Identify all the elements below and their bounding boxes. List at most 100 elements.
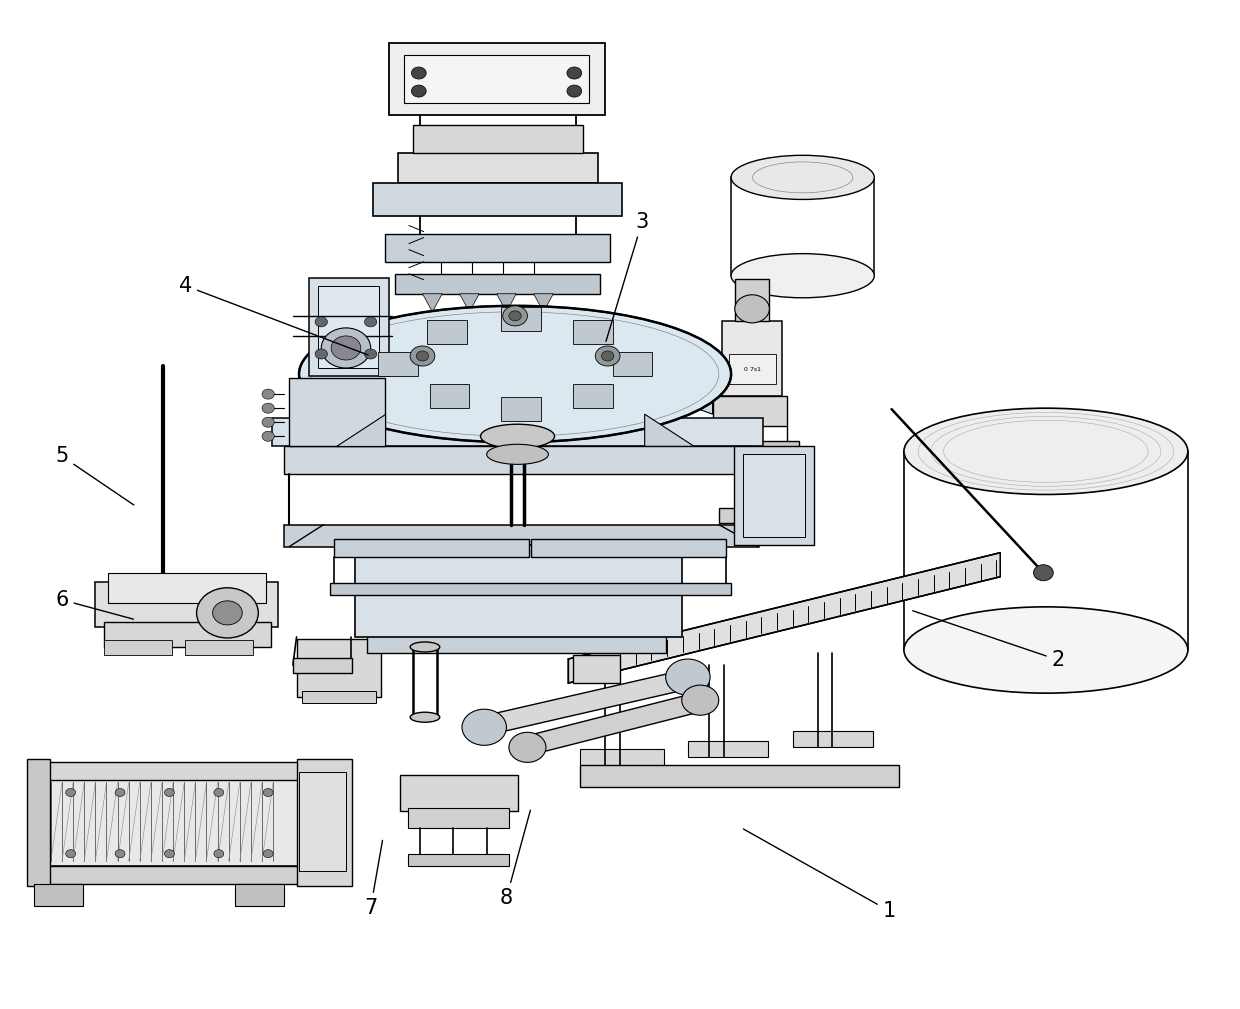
Bar xyxy=(108,573,265,602)
Circle shape xyxy=(66,850,76,858)
Ellipse shape xyxy=(732,155,874,200)
Bar xyxy=(792,732,873,748)
Ellipse shape xyxy=(410,642,440,652)
Text: 6: 6 xyxy=(56,590,134,620)
Bar xyxy=(296,760,352,886)
Circle shape xyxy=(262,417,274,427)
Text: 0 7s1: 0 7s1 xyxy=(744,366,760,371)
Circle shape xyxy=(321,328,371,368)
Bar xyxy=(734,446,813,545)
Circle shape xyxy=(365,317,377,327)
Bar xyxy=(334,539,528,557)
Text: 5: 5 xyxy=(56,446,134,504)
Bar xyxy=(580,766,899,787)
Bar xyxy=(573,655,620,683)
Text: 3: 3 xyxy=(606,212,649,341)
Circle shape xyxy=(115,850,125,858)
Circle shape xyxy=(1033,565,1053,581)
Circle shape xyxy=(197,588,258,638)
Circle shape xyxy=(66,788,76,796)
Bar xyxy=(501,307,541,331)
Circle shape xyxy=(115,788,125,796)
Bar xyxy=(713,397,786,426)
Polygon shape xyxy=(460,294,480,312)
Bar xyxy=(735,278,769,321)
Bar xyxy=(148,629,180,647)
Ellipse shape xyxy=(299,306,732,442)
Bar xyxy=(729,354,775,384)
Text: 8: 8 xyxy=(500,810,531,908)
Ellipse shape xyxy=(732,253,874,298)
Circle shape xyxy=(412,67,427,79)
Circle shape xyxy=(417,351,429,361)
Circle shape xyxy=(165,788,175,796)
Polygon shape xyxy=(423,294,443,312)
Bar xyxy=(186,640,253,655)
Ellipse shape xyxy=(904,606,1188,693)
Polygon shape xyxy=(630,349,713,414)
Bar xyxy=(688,742,768,758)
Circle shape xyxy=(595,346,620,366)
Circle shape xyxy=(508,733,546,763)
Bar xyxy=(367,635,666,653)
Bar xyxy=(373,184,622,216)
Bar xyxy=(413,125,583,153)
Circle shape xyxy=(410,346,435,366)
Polygon shape xyxy=(645,414,694,446)
Polygon shape xyxy=(568,553,1001,683)
Bar xyxy=(531,539,727,557)
Bar xyxy=(33,884,83,906)
Bar xyxy=(30,866,309,884)
Bar xyxy=(301,691,376,703)
Text: 7: 7 xyxy=(365,840,382,918)
Circle shape xyxy=(567,85,582,97)
Bar xyxy=(95,582,278,627)
Circle shape xyxy=(263,788,273,796)
Circle shape xyxy=(463,709,506,746)
Circle shape xyxy=(262,431,274,441)
Bar xyxy=(378,352,418,376)
Circle shape xyxy=(365,349,377,359)
Bar xyxy=(284,525,759,547)
Bar xyxy=(580,750,665,768)
Bar xyxy=(330,583,732,595)
Bar xyxy=(428,320,467,344)
Bar xyxy=(613,352,652,376)
Polygon shape xyxy=(336,414,386,446)
Bar xyxy=(33,778,305,866)
Bar xyxy=(404,54,589,103)
Bar xyxy=(284,446,751,474)
Bar xyxy=(27,760,50,886)
Circle shape xyxy=(508,311,521,321)
Circle shape xyxy=(567,67,582,79)
Bar xyxy=(296,639,381,697)
Bar xyxy=(272,418,763,446)
Text: 1: 1 xyxy=(744,829,895,921)
Bar xyxy=(104,640,172,655)
Circle shape xyxy=(213,850,223,858)
Circle shape xyxy=(331,336,361,360)
Circle shape xyxy=(213,788,223,796)
Polygon shape xyxy=(305,349,386,414)
Ellipse shape xyxy=(481,424,554,448)
Bar xyxy=(299,773,346,871)
Ellipse shape xyxy=(486,444,548,464)
Bar xyxy=(701,441,799,459)
Bar xyxy=(719,508,805,523)
Bar xyxy=(386,233,610,261)
Polygon shape xyxy=(496,294,516,312)
Circle shape xyxy=(262,389,274,400)
Bar xyxy=(398,153,598,184)
Ellipse shape xyxy=(904,409,1188,494)
Bar xyxy=(430,384,470,409)
Circle shape xyxy=(263,850,273,858)
Circle shape xyxy=(315,317,327,327)
Circle shape xyxy=(315,349,327,359)
Bar xyxy=(289,378,386,446)
Bar xyxy=(234,884,284,906)
Circle shape xyxy=(212,600,242,625)
Bar xyxy=(573,320,613,344)
Bar xyxy=(355,545,682,637)
Bar xyxy=(396,273,600,294)
Bar xyxy=(744,454,805,537)
